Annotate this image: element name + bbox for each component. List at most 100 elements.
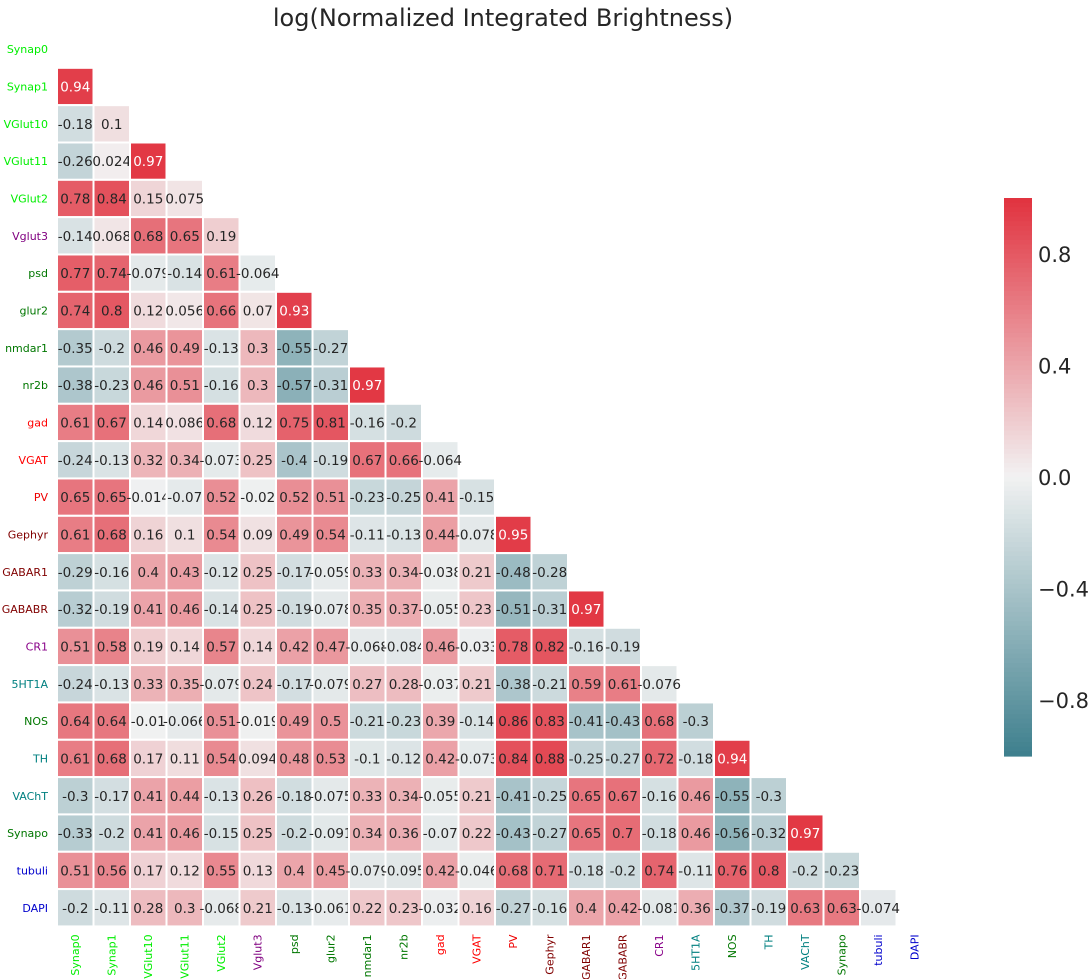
cell-value-label: 0.46 [681,789,711,805]
y-tick-label: nr2b [23,379,48,392]
cell-value-label: -0.28 [532,565,567,581]
colorbar-segment [1004,690,1032,697]
cell-value-label: 0.4 [284,863,305,879]
y-tick-label: DAPI [22,902,48,915]
cell-value-label: -0.055 [418,602,462,618]
heatmap-cell [640,776,679,816]
cell-value-label: 0.61 [60,415,90,431]
cell-value-label: 0.51 [60,639,90,655]
heatmap-cell [494,514,533,555]
cell-value-label: -0.13 [94,453,129,469]
y-tick-label: GABAR1 [2,566,48,579]
colorbar-segment [1004,216,1032,222]
cell-value-label: 0.51 [316,490,346,506]
cell-value-label: -0.11 [350,527,385,543]
cell-value-label: -0.29 [58,565,93,581]
cell-value-label: 0.66 [206,303,236,319]
heatmap-cell [421,626,460,667]
heatmap-cell [457,552,496,592]
cell-value-label: -0.27 [313,341,348,357]
colorbar-segment [1004,379,1032,385]
cell-value-label: 0.68 [498,863,528,879]
colorbar-segment [1004,639,1032,645]
colorbar-segment [1004,439,1032,446]
cell-value-label: 0.67 [97,415,127,431]
heatmap-cell [129,402,168,443]
cell-value-label: 0.61 [60,751,90,767]
heatmap-cell [56,813,95,853]
heatmap-cell [129,664,168,704]
x-tick-label: PV [507,934,520,949]
cell-value-label: 0.068 [92,229,131,245]
cell-value-label: 0.46 [425,639,455,655]
cell-value-label: -0.13 [94,677,129,693]
cell-value-label: 0.37 [389,602,419,618]
colorbar-segment [1004,281,1032,287]
colorbar-segment [1004,239,1032,246]
heatmap-cell [421,850,460,891]
colorbar-segment [1004,611,1032,618]
y-tick-label: VGlut10 [4,118,48,131]
cell-value-label: 0.43 [170,565,200,581]
heatmap-cell [311,328,350,368]
cell-value-label: -0.38 [58,378,93,394]
colorbar-segment [1004,732,1032,738]
cell-value-label: 0.55 [206,863,236,879]
heatmap-cell [311,888,350,928]
cell-value-label: -0.076 [637,677,681,693]
colorbar-segment [1004,402,1032,408]
cell-value-label: -0.13 [204,789,239,805]
x-tick-label: gad [434,934,447,955]
colorbar-tick-label: −0.8 [1038,689,1089,713]
cell-value-label: -0.14 [204,602,239,618]
heatmap-cell [311,738,350,779]
cell-value-label: -0.2 [99,826,125,842]
cell-value-label: 0.65 [170,229,200,245]
cell-value-label: -0.43 [496,826,531,842]
cell-value-label: -0.57 [277,378,312,394]
cell-value-label: 0.97 [571,602,601,618]
colorbar-segment [1004,565,1032,571]
y-tick-label: nmdar1 [5,342,48,355]
heatmap-cell [275,738,314,779]
colorbar-segment [1004,551,1032,557]
cell-value-label: -0.064 [418,453,462,469]
cell-value-label: -0.2 [99,341,125,357]
cell-value-label: 0.94 [717,751,747,767]
cell-value-label: -0.24 [58,453,93,469]
colorbar-segment [1004,718,1032,725]
colorbar-segment [1004,714,1032,720]
colorbar-segment [1004,249,1032,255]
cell-value-label: 0.25 [243,602,273,618]
cell-value-label: -0.079 [126,266,170,282]
colorbar-segment [1004,207,1032,213]
cell-value-label: -0.14 [459,714,494,730]
cell-value-label: 0.16 [462,901,492,917]
y-tick-label: Synapo [7,827,48,840]
cell-value-label: 0.25 [243,565,273,581]
cell-value-label: -0.18 [569,863,604,879]
colorbar-segment [1004,653,1032,659]
cell-value-label: -0.061 [309,901,353,917]
heatmap-cell [202,701,241,741]
cell-value-label: 0.3 [247,341,268,357]
colorbar-segment [1004,314,1032,320]
colorbar-segment [1004,407,1032,413]
cell-value-label: -0.07 [167,490,202,506]
colorbar-segment [1004,625,1032,632]
y-tick-label: TH [32,752,48,765]
cell-value-label: -0.16 [94,565,129,581]
colorbar-segment [1004,686,1032,692]
cell-value-label: -0.2 [281,826,307,842]
cell-value-label: -0.17 [277,565,312,581]
colorbar-segment [1004,597,1032,604]
cell-value-label: 0.68 [97,527,127,543]
colorbar-segment [1004,304,1032,311]
x-tick-label: NOS [726,934,739,958]
heatmap-cell [311,626,350,667]
colorbar-tick-label: −0.4 [1038,578,1089,602]
cell-value-label: -0.059 [309,565,353,581]
heatmap-cell [421,776,460,816]
cell-value-label: 0.15 [133,191,163,207]
heatmap-cell [348,440,387,480]
